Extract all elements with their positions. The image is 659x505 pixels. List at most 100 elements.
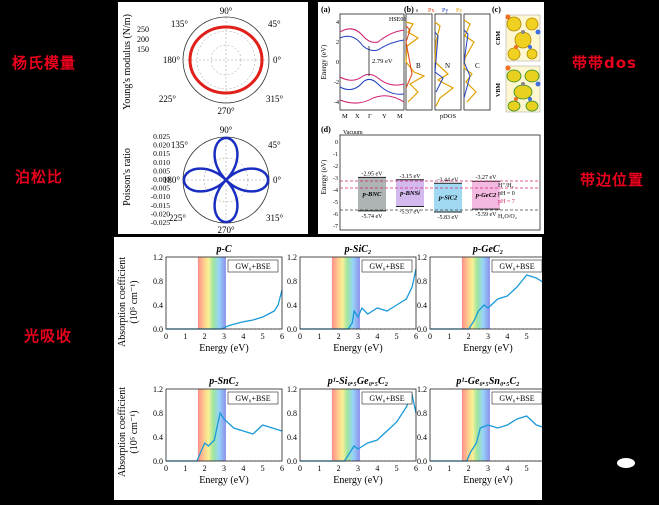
edge-vb-1: -5.37 eV: [400, 209, 422, 215]
edge-bars: -2.95 eV -5.74 eV p-BNC -3.15 eV -5.37 eV p-B…: [358, 171, 500, 221]
poisson-tick-2: 0.015: [153, 149, 170, 158]
young-tick-2: 150: [137, 45, 149, 54]
young-tick-0: 250: [137, 25, 149, 34]
young-angle-0: 0°: [273, 55, 282, 65]
abs-ytick-1-2: 0.4: [287, 301, 297, 310]
abs-curve-2: [430, 274, 547, 330]
abs-ytick-5-1: 0.8: [417, 409, 427, 418]
poisson-tick-9: -0.020: [151, 209, 171, 218]
abs-xtick-1-0: 0: [298, 332, 302, 341]
poisson-tick-7: -0.010: [151, 192, 171, 201]
abs-ytick-2-3: 0.0: [417, 325, 427, 334]
band-tick-4: -4: [334, 100, 339, 106]
poisson-tick-1: 0.020: [153, 141, 170, 150]
element-b: B: [416, 62, 421, 70]
abs-legend-box-0: [227, 259, 279, 273]
abs-xtick-5-0: 0: [428, 464, 432, 473]
abs-chart-1: p-SiC₂ GW₀+BSE 1.2 0.8 0.4 0.00 1 2 3 4 5 6 Energy (…: [287, 244, 418, 354]
abs-ytick-3-0: 1.2: [153, 385, 163, 394]
abs-ytick-0-1: 0.8: [153, 277, 163, 286]
edge-ylabel: Energy (eV): [320, 159, 328, 194]
abs-xlabel-4: Energy (eV): [333, 475, 383, 486]
abs-ytick-2-1: 0.8: [417, 277, 427, 286]
edge-tick-1: -1: [333, 152, 338, 158]
abs-xtick-2-5: 5: [525, 332, 529, 341]
poisson-angle-225: 225°: [169, 213, 187, 223]
poisson-tick-5: 0.000: [153, 175, 170, 184]
abs-ytick-1-0: 1.2: [287, 253, 297, 262]
abs-ytick-1-3: 0.0: [287, 325, 297, 334]
band-line-1: [339, 28, 405, 43]
abs-xtick-0-5: 5: [261, 332, 265, 341]
poisson-angle-180: 180°: [163, 175, 181, 185]
visible-light-band-0: [197, 257, 226, 329]
edge-vb-3: -5.59 eV: [476, 212, 498, 218]
poisson-angle-270: 270°: [217, 225, 235, 234]
young-angle-225: 225°: [159, 94, 177, 104]
abs-title-2: p-GeC₂: [472, 244, 503, 255]
edge-tick-6: -6: [333, 212, 338, 218]
abs-legend-box-1: [361, 259, 413, 273]
poisson-tick-6: -0.005: [151, 184, 171, 193]
kpoint-1: X: [355, 113, 360, 120]
abs-legend-box-3: [227, 391, 279, 405]
pdos-b-curve-2: [405, 25, 413, 89]
absorption-panel: Absorption coefficient (10⁵ cm⁻¹) Absorp…: [114, 237, 548, 500]
edge-tick-2: -2: [333, 164, 338, 170]
edge-bar-0: -2.95 eV -5.74 eV p-BNC: [358, 171, 386, 220]
vbm-label: VBM: [496, 83, 502, 97]
edge-cb-3: -3.27 eV: [476, 175, 498, 181]
young-grid-1: [196, 30, 256, 90]
edge-vb-2: -5.83 eV: [438, 215, 460, 221]
edge-tick-0: 0: [335, 140, 338, 146]
band-tick-3: -2: [334, 80, 339, 86]
abs-ytick-4-0: 1.2: [287, 385, 297, 394]
edge-cb-1: -3.15 eV: [400, 174, 422, 180]
abs-curve-0: [166, 289, 283, 330]
abs-xtick-1-6: 6: [414, 332, 418, 341]
abs-title-3: p-SnC₂: [208, 376, 239, 387]
abs-xtick-4-5: 5: [395, 464, 399, 473]
abs-ytick-4-2: 0.4: [287, 433, 297, 442]
poisson-tick-3: 0.010: [153, 158, 170, 167]
abs-legend-4: GW₀+BSE: [369, 394, 404, 403]
edge-tick-3: -3: [333, 176, 338, 182]
abs-ytick-0-2: 0.4: [153, 301, 163, 310]
abs-xtick-5-3: 3: [486, 464, 490, 473]
young-modulus-curve: [188, 25, 264, 95]
edge-tick-7: -7: [333, 224, 338, 230]
abs-xlabel-0: Energy (eV): [199, 343, 249, 354]
poisson-angle-315: 315°: [266, 213, 284, 223]
legend-s: s: [416, 8, 419, 14]
abs-title-1: p-SiC₂: [344, 244, 372, 255]
h-label: H⁺/H₂: [498, 183, 514, 189]
vacuum-label: Vacuum: [343, 130, 363, 136]
young-angle-315: 315°: [266, 94, 284, 104]
band-frame: [339, 13, 405, 111]
ph0-label: pH = 0: [498, 191, 515, 197]
label-poisson-ratio: 泊松比: [15, 168, 64, 186]
element-n: N: [445, 62, 450, 70]
abs-xlabel-5: Energy (eV): [463, 475, 513, 486]
o-label: H₂O/O₂: [498, 214, 517, 220]
edge-cb-0: -2.95 eV: [362, 171, 384, 177]
band-line-5: [339, 95, 405, 104]
edge-name-0: p-BNC: [362, 191, 382, 198]
abs-xtick-1-2: 2: [337, 332, 341, 341]
abs-xtick-1-4: 4: [375, 332, 379, 341]
abs-xtick-3-2: 2: [203, 464, 207, 473]
young-modulus-plot: Young's modulus (N/m) 250 200 150 90° 45…: [122, 6, 284, 116]
abs-xtick-1-3: 3: [356, 332, 360, 341]
band-svg: (a) Energy (eV) 4 2 0 -2 -4 2.79 eV HSE0…: [320, 5, 541, 231]
edge-name-1: p-BNSi: [399, 190, 420, 197]
abs-xtick-3-0: 0: [164, 464, 168, 473]
kpoint-3: Y: [382, 113, 387, 120]
abs-xtick-0-2: 2: [203, 332, 207, 341]
abs-legend-0: GW₀+BSE: [235, 262, 270, 271]
visible-light-band-1: [331, 257, 360, 329]
kpoint-4: M: [397, 113, 403, 120]
abs-frame-3: [165, 388, 283, 462]
abs-xtick-3-4: 4: [241, 464, 245, 473]
abs-xtick-2-0: 0: [428, 332, 432, 341]
